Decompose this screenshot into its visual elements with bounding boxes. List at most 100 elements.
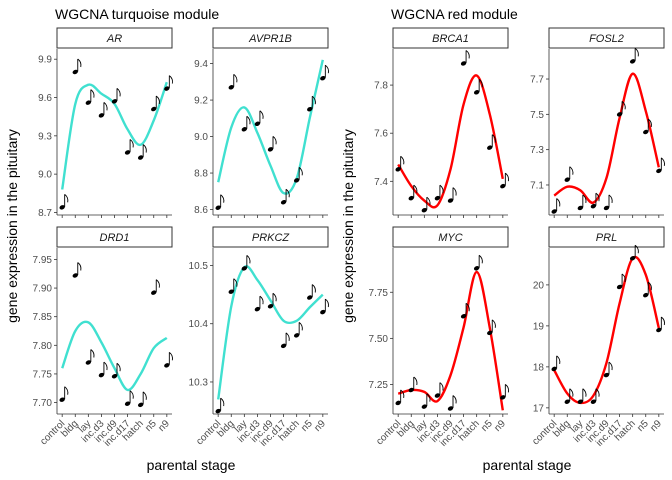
y-tick-label: 7.85 — [33, 312, 53, 323]
note-head — [137, 155, 144, 160]
note-flag — [298, 166, 303, 176]
note-head — [98, 372, 105, 378]
y-tick-label: 7.1 — [530, 180, 544, 191]
smooth-line-myc — [397, 270, 504, 411]
smooth-line-brca1 — [397, 74, 504, 209]
note-flag — [608, 361, 613, 371]
data-point-drd1 — [111, 362, 121, 379]
note-head — [473, 266, 480, 271]
note-head — [307, 106, 313, 112]
y-tick-label: 7.75 — [369, 288, 389, 299]
right-chart-title: WGCNA red module — [391, 6, 518, 22]
data-point-ar — [151, 95, 160, 112]
smooth-line-prkcz — [217, 265, 324, 400]
note-flag — [142, 391, 147, 400]
note-flag — [259, 295, 264, 305]
y-tick-label: 8.7 — [38, 208, 52, 219]
data-point-drd1 — [85, 349, 95, 365]
data-point-fosl2 — [577, 194, 587, 211]
note-flag — [90, 89, 95, 98]
data-point-myc — [487, 319, 496, 336]
note-flag — [77, 262, 82, 271]
note-flag — [634, 48, 639, 57]
facet-strip-avpr1b — [212, 27, 329, 49]
x-tick-label: n9 — [156, 418, 172, 434]
data-point-ar — [85, 89, 95, 105]
data-point-prkcz — [267, 292, 277, 309]
data-point-fosl2 — [656, 157, 665, 174]
note-head — [215, 205, 221, 210]
data-point-drd1 — [124, 390, 134, 406]
note-head — [293, 178, 300, 183]
note-flag — [661, 157, 665, 166]
data-point-fosl2 — [564, 166, 574, 182]
data-point-brca1 — [408, 184, 418, 201]
note-flag — [285, 332, 290, 341]
note-flag — [220, 194, 225, 203]
note-head — [164, 86, 170, 91]
note-flag — [413, 376, 418, 386]
data-point-prl — [656, 316, 665, 333]
y-tick-label: 9.6 — [38, 93, 52, 104]
y-tick-label: 7.8 — [374, 81, 388, 92]
y-tick-label: 17 — [533, 403, 545, 414]
data-point-avpr1b — [320, 64, 329, 81]
y-tick-label: 10.4 — [189, 319, 209, 330]
data-point-prkcz — [215, 397, 225, 414]
facet-title-prkcz: PRKCZ — [252, 232, 291, 244]
note-head — [408, 387, 414, 393]
note-flag — [478, 78, 483, 88]
note-head — [473, 90, 480, 95]
right-x-axis-label: parental stage — [483, 457, 572, 473]
note-flag — [116, 362, 121, 372]
note-flag — [647, 281, 652, 291]
data-point-prl — [551, 355, 561, 372]
note-flag — [465, 50, 470, 59]
note-head — [280, 343, 287, 349]
note-head — [215, 408, 221, 414]
data-point-brca1 — [421, 196, 431, 213]
data-point-avpr1b — [241, 115, 251, 132]
note-head — [267, 147, 274, 152]
facet-strip-drd1 — [56, 226, 173, 248]
data-point-brca1 — [500, 172, 509, 189]
note-flag — [621, 100, 626, 110]
note-head — [487, 330, 493, 336]
data-point-drd1 — [164, 351, 173, 368]
note-head — [254, 121, 261, 127]
note-head — [241, 266, 248, 271]
data-point-avpr1b — [293, 166, 303, 183]
note-head — [434, 195, 441, 201]
data-point-brca1 — [460, 50, 470, 66]
note-head — [408, 195, 414, 201]
data-point-avpr1b — [228, 73, 238, 90]
note-flag — [439, 382, 444, 391]
note-flag — [103, 361, 108, 371]
note-flag — [595, 388, 600, 397]
note-flag — [259, 110, 264, 119]
data-point-fosl2 — [616, 100, 626, 117]
note-head — [603, 372, 610, 378]
note-flag — [103, 102, 108, 111]
data-point-prl — [577, 388, 587, 404]
y-tick-label: 18 — [533, 362, 545, 373]
right-y-axis-label: gene expression in the pituitary — [340, 129, 356, 323]
note-head — [616, 284, 623, 290]
data-point-prkcz — [241, 255, 251, 271]
note-flag — [129, 139, 134, 148]
note-head — [85, 360, 92, 365]
note-flag — [595, 192, 600, 202]
note-flag — [142, 144, 147, 153]
data-point-prl — [603, 361, 613, 378]
note-flag — [272, 292, 277, 302]
facet-title-avpr1b: AVPR1B — [248, 33, 292, 45]
data-point-ar — [137, 144, 147, 160]
note-head — [85, 100, 92, 105]
note-flag — [582, 388, 587, 397]
note-flag — [129, 390, 134, 399]
note-head — [395, 167, 401, 172]
data-point-fosl2 — [551, 198, 561, 214]
note-flag — [64, 193, 69, 203]
y-tick-label: 19 — [533, 321, 545, 332]
